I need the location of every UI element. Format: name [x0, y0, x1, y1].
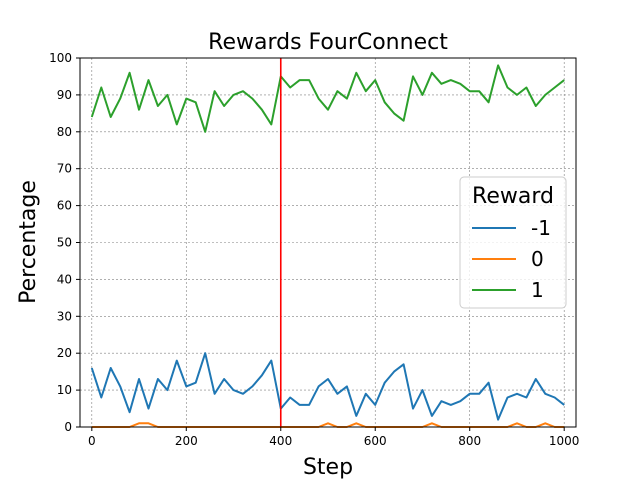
- legend-label--1: -1: [531, 216, 551, 240]
- legend-label-1: 1: [531, 278, 544, 302]
- x-axis-label: Step: [303, 455, 353, 480]
- x-tick-label: 600: [364, 434, 387, 448]
- x-tick-label: 400: [269, 434, 292, 448]
- y-tick-label: 40: [57, 272, 72, 286]
- y-tick-label: 70: [57, 162, 72, 176]
- x-tick-label: 800: [458, 434, 481, 448]
- series-line-1: [90, 64, 565, 133]
- series-line-0: [91, 422, 565, 428]
- legend-box: [459, 176, 567, 309]
- y-tick-label: 60: [57, 199, 72, 213]
- x-tick-label: 0: [88, 434, 96, 448]
- y-ticks: 0 10 20 30 40 50 60 70 80 90 100: [49, 51, 80, 434]
- y-tick-label: 20: [57, 346, 72, 360]
- y-tick-label: 50: [57, 236, 72, 250]
- y-tick-label: 80: [57, 125, 72, 139]
- x-tick-label: 200: [175, 434, 198, 448]
- x-ticks: 0 200 400 600 800 1000: [88, 427, 579, 448]
- y-tick-label: 100: [49, 51, 72, 65]
- series-line--1: [90, 352, 565, 421]
- legend-label-0: 0: [531, 247, 544, 271]
- y-axis-label: Percentage: [16, 180, 41, 304]
- y-tick-label: 30: [57, 309, 72, 323]
- y-tick-label: 0: [64, 420, 72, 434]
- legend-entries: -1 0 1: [472, 216, 551, 302]
- x-tick-label: 1000: [549, 434, 580, 448]
- y-tick-label: 90: [57, 88, 72, 102]
- chart-title: Rewards FourConnect: [208, 30, 448, 55]
- legend: Reward -1 0 1: [459, 176, 567, 309]
- legend-title: Reward: [472, 184, 554, 209]
- y-tick-label: 10: [57, 383, 72, 397]
